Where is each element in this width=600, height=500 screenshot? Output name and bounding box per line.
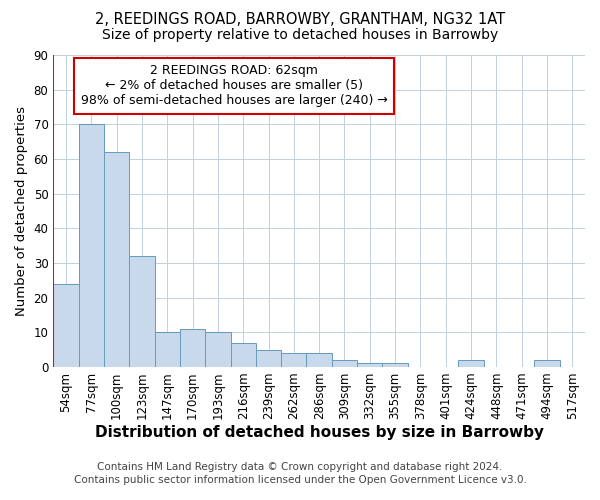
Y-axis label: Number of detached properties: Number of detached properties (15, 106, 28, 316)
Bar (205, 332, 230, 367)
X-axis label: Distribution of detached houses by size in Barrowby: Distribution of detached houses by size … (95, 425, 544, 440)
Bar (357, 364, 382, 367)
Bar (53, 284, 79, 367)
Text: 2, REEDINGS ROAD, BARROWBY, GRANTHAM, NG32 1AT: 2, REEDINGS ROAD, BARROWBY, GRANTHAM, NG… (95, 12, 505, 28)
Bar (535, 360, 560, 367)
Text: Contains public sector information licensed under the Open Government Licence v3: Contains public sector information licen… (74, 475, 526, 485)
Text: Size of property relative to detached houses in Barrowby: Size of property relative to detached ho… (102, 28, 498, 42)
Bar (382, 364, 408, 367)
Bar (79, 124, 104, 367)
Bar (332, 360, 357, 367)
Bar (281, 353, 307, 367)
Text: Contains HM Land Registry data © Crown copyright and database right 2024.: Contains HM Land Registry data © Crown c… (97, 462, 503, 472)
Bar (458, 360, 484, 367)
Bar (155, 332, 180, 367)
Bar (230, 342, 256, 367)
Text: 2 REEDINGS ROAD: 62sqm
← 2% of detached houses are smaller (5)
98% of semi-detac: 2 REEDINGS ROAD: 62sqm ← 2% of detached … (80, 64, 388, 108)
Bar (256, 350, 281, 367)
Bar (307, 353, 332, 367)
Bar (180, 329, 205, 367)
Bar (104, 152, 129, 367)
Bar (129, 256, 155, 367)
